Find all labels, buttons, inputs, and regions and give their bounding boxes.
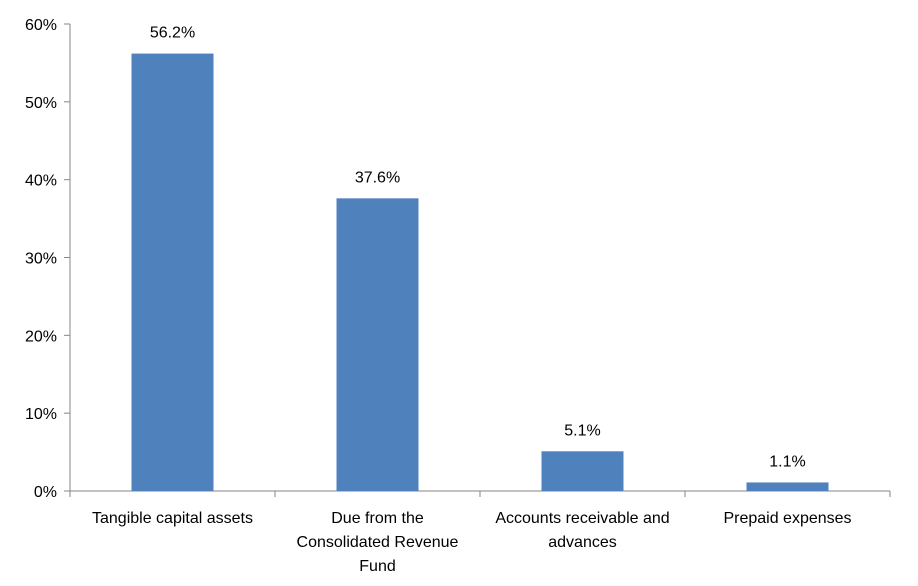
y-tick-label: 50%: [25, 95, 57, 112]
y-tick-label: 20%: [25, 328, 57, 345]
data-label: 37.6%: [355, 169, 400, 186]
bar: [541, 451, 624, 491]
bars-layer: [131, 53, 829, 492]
bar: [746, 482, 829, 491]
x-category-label: Consolidated Revenue: [297, 534, 459, 551]
data-label: 5.1%: [564, 422, 600, 439]
data-label: 1.1%: [769, 453, 805, 470]
x-category-label: Accounts receivable and: [495, 510, 669, 527]
x-category-label: Fund: [359, 558, 395, 575]
x-category-label: Prepaid expenses: [723, 510, 851, 527]
x-category-label: advances: [548, 534, 617, 551]
y-tick-label: 40%: [25, 173, 57, 190]
labels-layer: 0% 10% 20% 30% 40% 50% 60% 56.2% Tangible capita…: [25, 17, 852, 575]
y-tick-label: 10%: [25, 406, 57, 423]
x-category-label: Tangible capital assets: [92, 510, 253, 527]
data-label: 56.2%: [150, 25, 195, 42]
x-category-label: Due from the: [331, 510, 424, 527]
y-tick-label: 30%: [25, 251, 57, 268]
y-tick-label: 60%: [25, 17, 57, 34]
bar: [336, 198, 419, 491]
bar: [131, 53, 214, 492]
y-tick-label: 0%: [34, 484, 57, 501]
